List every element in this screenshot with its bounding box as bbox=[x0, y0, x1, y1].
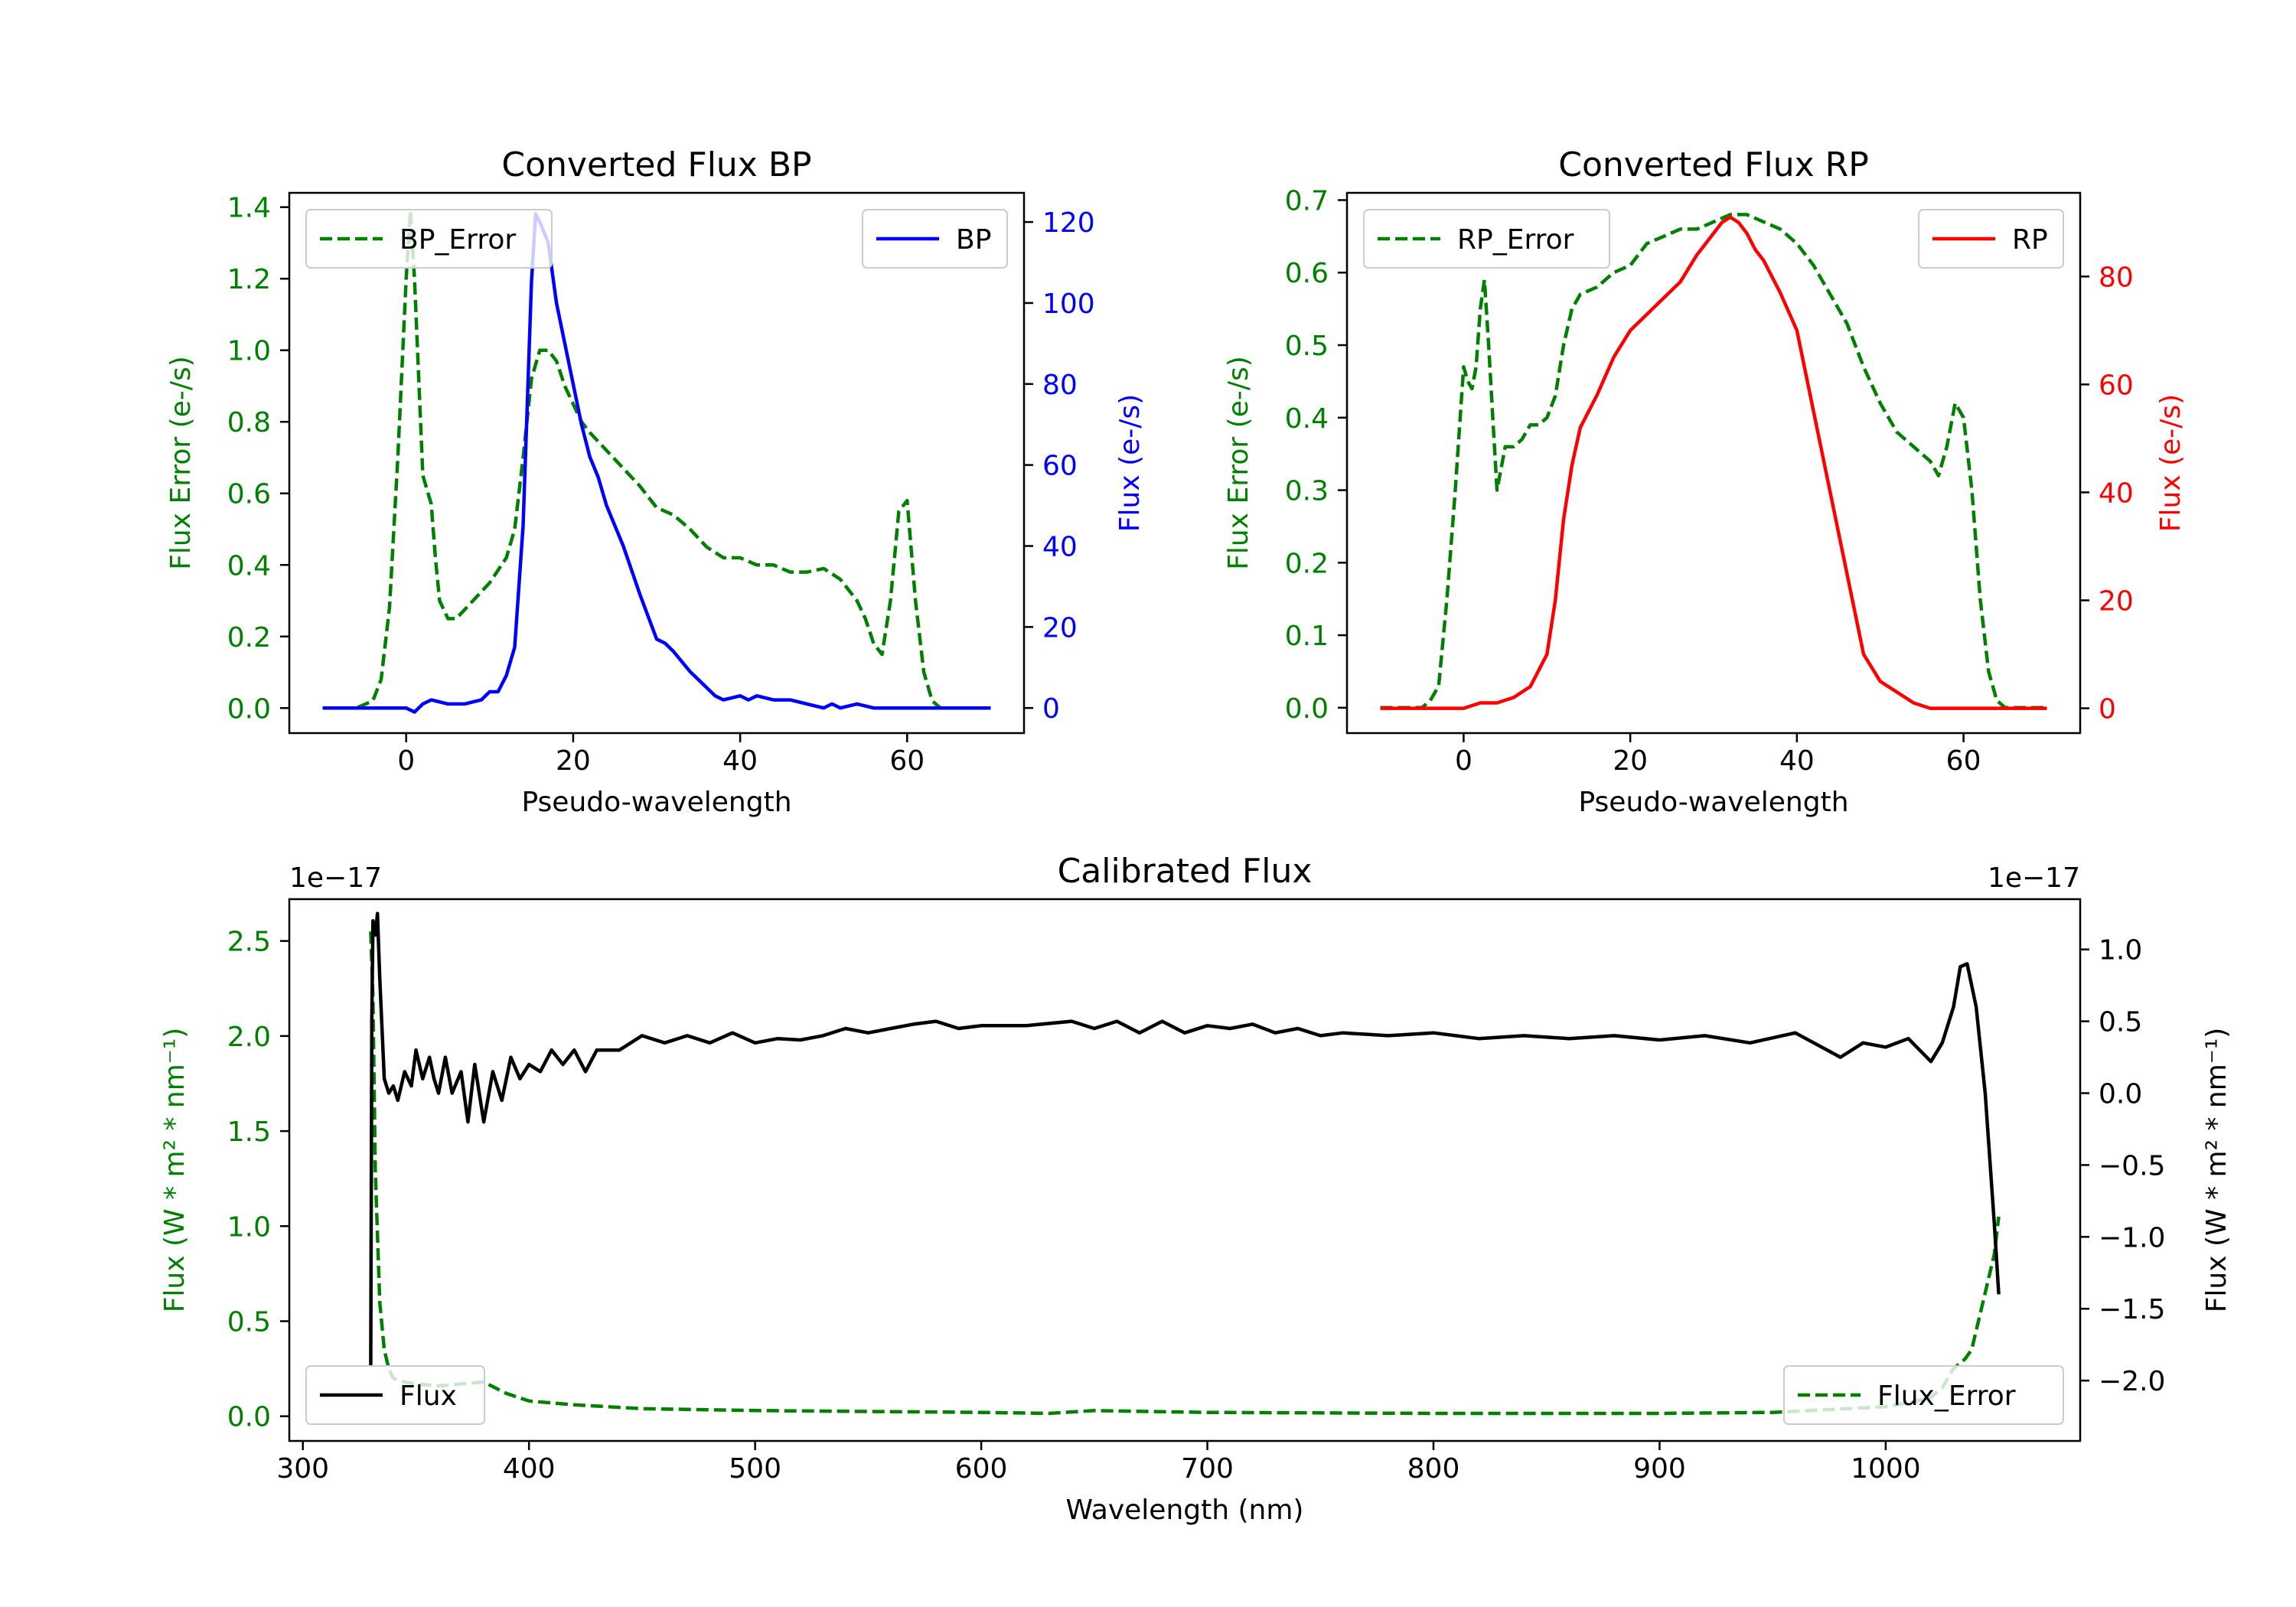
bp-legend-label: BP bbox=[956, 224, 991, 256]
bp-ytick-left-label: 1.2 bbox=[227, 264, 271, 295]
cal-legend-label: Flux_Error bbox=[1877, 1380, 2016, 1412]
bp-legend-legend_right: BP bbox=[862, 209, 1008, 269]
cal-ylabel-left: Flux (W * m² * nm⁻¹) bbox=[159, 1028, 191, 1313]
cal-legend-box bbox=[1783, 1365, 2064, 1425]
bp-ytick-left-label: 1.4 bbox=[227, 193, 271, 224]
bp-ytick-right-label: 0 bbox=[1042, 693, 1060, 725]
bp-series-bp bbox=[322, 212, 991, 714]
rp-ytick-right-label: 60 bbox=[2099, 370, 2134, 401]
bp-legend-label: BP_Error bbox=[400, 224, 516, 256]
cal-ytick-left-label: 2.5 bbox=[227, 927, 271, 958]
bp-ytick-left-label: 0.6 bbox=[227, 479, 271, 510]
cal-offset-right: 1e−17 bbox=[1988, 862, 2080, 894]
cal-xlabel: Wavelength (nm) bbox=[1066, 1495, 1304, 1526]
cal-xtick-label: 1000 bbox=[1851, 1453, 1921, 1485]
rp-ytick-left-label: 0.2 bbox=[1285, 548, 1329, 579]
bp-ytick-left-label: 0.2 bbox=[227, 622, 271, 654]
bp-ylabel-right: Flux (e-/s) bbox=[1114, 394, 1146, 532]
cal-legend-box bbox=[305, 1365, 485, 1425]
bp-ytick-right-label: 20 bbox=[1042, 612, 1078, 644]
cal-series-flux bbox=[369, 911, 2001, 1367]
bp-ytick-left-label: 0.8 bbox=[227, 407, 271, 438]
rp-ytick-right-label: 40 bbox=[2099, 478, 2134, 509]
bp-chart: 0 20 40 60 0.0 0.2 0.4 0.6 0.8 1.0 1.2 1.4 0 20 40 60 80… bbox=[165, 145, 1146, 818]
bp-series-bp-error bbox=[322, 209, 991, 710]
rp-ytick-left-label: 0.4 bbox=[1285, 403, 1329, 435]
rp-ylabel-right: Flux (e-/s) bbox=[2155, 394, 2187, 532]
bp-legend-box bbox=[305, 209, 553, 269]
cal-ytick-left-label: 1.0 bbox=[227, 1211, 271, 1243]
cal-ytick-right-label: −0.5 bbox=[2099, 1150, 2165, 1182]
rp-ytick-left-label: 0.7 bbox=[1285, 185, 1329, 217]
bp-title: Converted Flux BP bbox=[501, 145, 811, 184]
rp-ytick-left-label: 0.5 bbox=[1285, 331, 1329, 362]
bp-ytick-left-label: 1.0 bbox=[227, 336, 271, 367]
cal-chart: 300 400 500 600 700 800 900 1000 0.0 0.5 1.0 1.5 2.0… bbox=[159, 852, 2232, 1526]
rp-legend-label: RP_Error bbox=[1457, 224, 1574, 256]
bp-ytick-left-label: 0.4 bbox=[227, 550, 271, 582]
bp-ytick-right-label: 80 bbox=[1042, 370, 1078, 401]
bp-legend-legend_left: BP_Error bbox=[305, 209, 553, 269]
bp-axes-frame bbox=[288, 191, 1026, 735]
rp-legend-legend_right: RP bbox=[1918, 209, 2064, 269]
rp-ytick-right-label: 20 bbox=[2099, 585, 2134, 617]
rp-xtick-label: 20 bbox=[1613, 745, 1648, 777]
rp-ytick-left-label: 0.0 bbox=[1285, 693, 1329, 725]
cal-legend-label: Flux bbox=[400, 1380, 457, 1412]
bp-ytick-right-label: 60 bbox=[1042, 451, 1078, 482]
rp-legend-legend_left: RP_Error bbox=[1363, 209, 1610, 269]
rp-ytick-left-label: 0.3 bbox=[1285, 476, 1329, 507]
bp-ytick-right-label: 120 bbox=[1042, 207, 1095, 239]
rp-axes-frame bbox=[1345, 191, 2082, 735]
bp-xtick-label: 60 bbox=[889, 745, 925, 777]
rp-ytick-left-label: 0.1 bbox=[1285, 621, 1329, 652]
rp-series-rp bbox=[1380, 215, 2047, 710]
cal-ytick-left-label: 0.0 bbox=[227, 1402, 271, 1433]
rp-ylabel-left: Flux Error (e-/s) bbox=[1223, 356, 1254, 570]
cal-ytick-right-label: 0.5 bbox=[2099, 1007, 2142, 1038]
cal-xtick-label: 900 bbox=[1633, 1453, 1686, 1485]
cal-xtick-label: 500 bbox=[729, 1453, 781, 1485]
cal-ytick-right-label: −1.0 bbox=[2099, 1222, 2165, 1253]
rp-legend-label: RP bbox=[2012, 224, 2048, 256]
rp-series-rp-error bbox=[1380, 213, 2047, 710]
cal-ytick-right-label: −2.0 bbox=[2099, 1366, 2165, 1397]
rp-xtick-label: 60 bbox=[1946, 745, 1981, 777]
cal-xtick-label: 700 bbox=[1181, 1453, 1234, 1485]
cal-xtick-label: 600 bbox=[955, 1453, 1008, 1485]
bp-xtick-label: 40 bbox=[722, 745, 758, 777]
bp-xtick-label: 20 bbox=[556, 745, 591, 777]
cal-legend-legend_right: Flux_Error bbox=[1783, 1365, 2064, 1425]
rp-xtick-label: 0 bbox=[1455, 745, 1473, 777]
cal-xtick-label: 300 bbox=[276, 1453, 329, 1485]
rp-legend-box bbox=[1363, 209, 1610, 269]
cal-ytick-left-label: 1.5 bbox=[227, 1116, 271, 1148]
rp-ytick-right-label: 80 bbox=[2099, 262, 2134, 293]
rp-ytick-right-label: 0 bbox=[2099, 694, 2116, 725]
cal-ytick-right-label: 0.0 bbox=[2099, 1079, 2142, 1110]
cal-ytick-left-label: 0.5 bbox=[227, 1306, 271, 1338]
cal-xtick-label: 800 bbox=[1407, 1453, 1460, 1485]
cal-title: Calibrated Flux bbox=[1058, 852, 1313, 891]
rp-xtick-label: 40 bbox=[1779, 745, 1815, 777]
bp-ytick-right-label: 40 bbox=[1042, 531, 1078, 562]
cal-xtick-label: 400 bbox=[503, 1453, 556, 1485]
bp-xtick-label: 0 bbox=[397, 745, 415, 777]
cal-ytick-right-label: 1.0 bbox=[2099, 935, 2142, 966]
bp-ytick-left-label: 0.0 bbox=[227, 693, 271, 725]
cal-legend-legend_left: Flux bbox=[305, 1365, 485, 1425]
rp-title: Converted Flux RP bbox=[1558, 145, 1869, 184]
cal-ylabel-right: Flux (W * m² * nm⁻¹) bbox=[2201, 1028, 2232, 1313]
rp-ytick-left-label: 0.6 bbox=[1285, 258, 1329, 289]
cal-ytick-right-label: −1.5 bbox=[2099, 1294, 2165, 1325]
cal-axes-frame bbox=[288, 898, 2082, 1442]
rp-chart: 0 20 40 60 0.0 0.1 0.2 0.3 0.4 0.5 0.6 0.7 0 20 40 60 80… bbox=[1223, 145, 2187, 818]
bp-xlabel: Pseudo-wavelength bbox=[521, 787, 791, 818]
cal-ytick-left-label: 2.0 bbox=[227, 1022, 271, 1053]
bp-ytick-right-label: 100 bbox=[1042, 288, 1095, 320]
cal-offset-left: 1e−17 bbox=[289, 862, 382, 894]
rp-xlabel: Pseudo-wavelength bbox=[1578, 787, 1848, 818]
bp-ylabel-left: Flux Error (e-/s) bbox=[165, 356, 197, 570]
